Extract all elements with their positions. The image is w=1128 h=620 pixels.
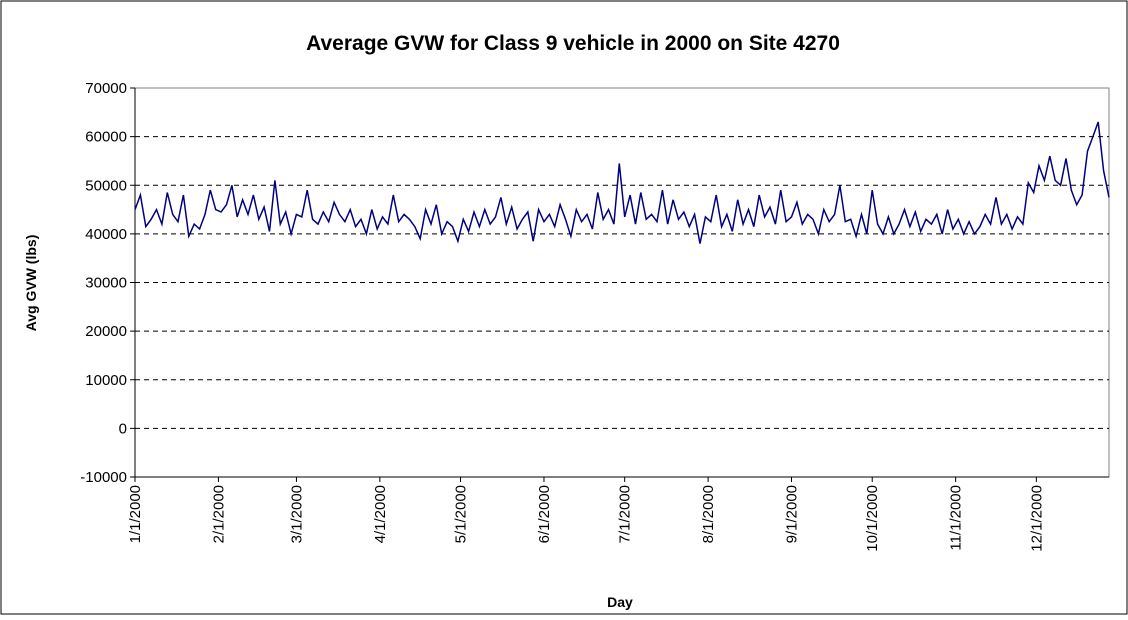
x-tick-label: 7/1/2000 bbox=[617, 485, 634, 543]
y-tick-label: 30000 bbox=[85, 275, 127, 292]
x-tick-label: 8/1/2000 bbox=[700, 485, 717, 543]
y-tick-label: 60000 bbox=[85, 129, 127, 146]
x-tick-label: 1/1/2000 bbox=[127, 485, 144, 543]
x-tick-label: 4/1/2000 bbox=[372, 485, 389, 543]
x-axis-label: Day bbox=[607, 594, 633, 610]
x-tick-label: 2/1/2000 bbox=[210, 485, 227, 543]
x-tick-label: 3/1/2000 bbox=[288, 485, 305, 543]
y-tick-label: 50000 bbox=[85, 177, 127, 194]
x-tick-label: 9/1/2000 bbox=[784, 485, 801, 543]
x-tick-label: 12/1/2000 bbox=[1028, 485, 1045, 552]
y-tick-label: 70000 bbox=[85, 80, 127, 97]
y-tick-label: 0 bbox=[119, 420, 127, 437]
y-tick-label: -10000 bbox=[80, 469, 127, 486]
y-axis-label: Avg GVW (lbs) bbox=[23, 235, 39, 332]
series-line bbox=[134, 121, 1110, 244]
chart-title: Average GVW for Class 9 vehicle in 2000 … bbox=[306, 32, 840, 55]
x-tick-label: 5/1/2000 bbox=[453, 485, 470, 543]
x-tick-label: 6/1/2000 bbox=[536, 485, 553, 543]
y-tick-label: 10000 bbox=[85, 372, 127, 389]
x-tick-label: 10/1/2000 bbox=[864, 485, 881, 552]
x-tick-label: 11/1/2000 bbox=[948, 485, 965, 551]
y-tick-label: 20000 bbox=[85, 323, 127, 340]
y-tick-label: 40000 bbox=[85, 226, 127, 243]
